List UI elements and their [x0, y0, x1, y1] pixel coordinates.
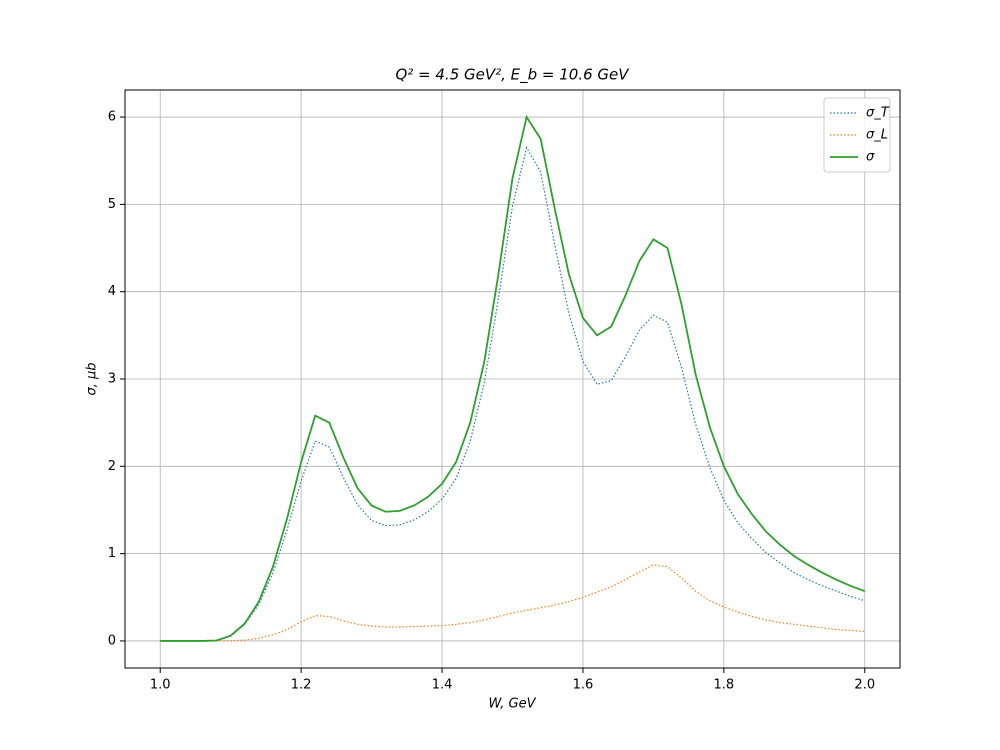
- x-axis-label: W, GeV: [488, 697, 536, 712]
- y-tick-label: 3: [108, 372, 116, 387]
- chart-title: Q² = 4.5 GeV², E_b = 10.6 GeV: [395, 66, 630, 85]
- y-tick-label: 6: [108, 110, 116, 125]
- legend-box: [823, 97, 891, 173]
- legend-label: σ: [866, 150, 875, 165]
- x-tick-label: 2.0: [854, 678, 875, 693]
- y-tick-label: 2: [108, 459, 116, 474]
- x-tick-label: 1.8: [714, 678, 735, 693]
- legend-label: σ_T: [866, 106, 890, 121]
- series-line: [160, 564, 865, 642]
- y-tick-label: 0: [108, 633, 116, 648]
- y-axis-label: σ, μb: [85, 362, 100, 395]
- x-tick-label: 1.4: [432, 678, 453, 693]
- x-tick-label: 1.0: [150, 678, 171, 693]
- legend-label: σ_L: [866, 128, 888, 143]
- series-line: [160, 114, 866, 642]
- y-tick-label: 4: [108, 284, 116, 299]
- series-line: [160, 146, 865, 642]
- plot-frame: [124, 89, 901, 669]
- y-tick-label: 1: [108, 546, 116, 561]
- y-tick-label: 5: [108, 197, 116, 212]
- x-tick-label: 1.2: [291, 678, 312, 693]
- x-tick-label: 1.6: [573, 678, 594, 693]
